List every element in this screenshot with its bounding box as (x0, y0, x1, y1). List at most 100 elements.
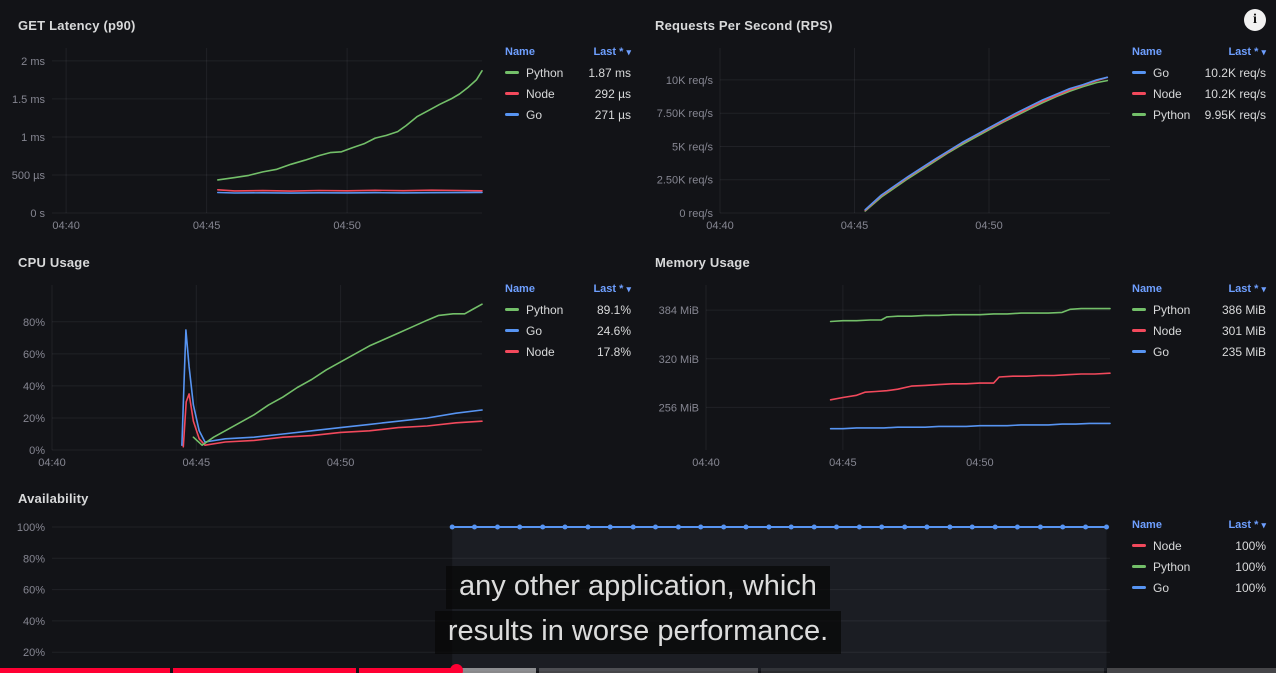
series-line-node (829, 372, 1111, 401)
series-name: Go (1153, 580, 1170, 595)
panel-title-availability[interactable]: Availability (18, 491, 89, 506)
series-marker-go (562, 524, 568, 530)
memory-usage-chart[interactable]: 256 MiB 320 MiB 384 MiB 04:40 04:45 04:50 (640, 275, 1120, 471)
legend-row-go[interactable]: Go 271 µs (505, 104, 631, 125)
panel-title-get-latency[interactable]: GET Latency (p90) (18, 18, 136, 33)
series-marker-go (879, 524, 885, 530)
legend-row-python[interactable]: Python 1.87 ms (505, 62, 631, 83)
info-icon[interactable]: i (1244, 9, 1266, 31)
legend-row-node[interactable]: Node 301 MiB (1132, 320, 1266, 341)
legend-row-python[interactable]: Python 386 MiB (1132, 299, 1266, 320)
x-tick-label: 04:40 (706, 220, 734, 232)
legend-col-name[interactable]: Name (1132, 283, 1162, 295)
series-line-python (192, 303, 483, 446)
x-tick-label: 04:45 (183, 457, 211, 469)
panel-title-memory-usage[interactable]: Memory Usage (655, 255, 750, 270)
series-line-python (829, 307, 1111, 323)
series-name: Node (526, 86, 555, 101)
panel-title-cpu-usage[interactable]: CPU Usage (18, 255, 90, 270)
series-marker-go (1104, 524, 1109, 530)
legend-row-go[interactable]: Go 235 MiB (1132, 341, 1266, 362)
series-last-value: 292 µs (594, 86, 631, 101)
series-name: Go (526, 323, 543, 338)
video-progress-bar[interactable] (0, 664, 1276, 673)
series-swatch (505, 92, 519, 95)
series-last-value: 9.95K req/s (1204, 107, 1266, 122)
series-marker-go (653, 524, 658, 530)
series-marker-go (947, 524, 953, 530)
series-last-value: 10.2K req/s (1204, 65, 1266, 80)
panel-get-latency: GET Latency (p90) 0 s 500 µs 1 ms 1.5 ms 2 m… (0, 0, 640, 237)
series-marker-go (924, 524, 930, 530)
legend-row-node[interactable]: Node 292 µs (505, 83, 631, 104)
legend-col-last[interactable]: Last * ▾ (593, 283, 631, 295)
legend-col-name[interactable]: Name (505, 283, 535, 295)
x-tick-label: 04:50 (327, 457, 355, 469)
legend-col-last[interactable]: Last * ▾ (1228, 46, 1266, 58)
legend-col-name[interactable]: Name (1132, 46, 1162, 58)
progress-segment-played[interactable] (359, 668, 451, 673)
series-swatch (1132, 113, 1146, 116)
series-last-value: 24.6% (596, 323, 631, 338)
y-tick-label: 500 µs (12, 170, 46, 182)
legend-col-last[interactable]: Last * ▾ (593, 46, 631, 58)
y-tick-label: 80% (23, 317, 45, 329)
legend-header[interactable]: Name Last * ▾ (505, 283, 631, 295)
playhead[interactable] (449, 664, 463, 673)
legend-col-name[interactable]: Name (505, 46, 535, 58)
series-marker-go (811, 524, 817, 530)
y-tick-label: 0% (29, 445, 45, 457)
legend-row-node[interactable]: Node 10.2K req/s (1132, 83, 1266, 104)
y-tick-label: 80% (23, 553, 45, 565)
x-tick-label: 04:40 (38, 457, 66, 469)
legend-row-node[interactable]: Node 100% (1132, 535, 1266, 556)
y-tick-label: 320 MiB (659, 354, 699, 366)
x-tick-label: 04:45 (193, 220, 221, 232)
legend-header[interactable]: Name Last * ▾ (1132, 283, 1266, 295)
x-tick-label: 04:50 (333, 220, 361, 232)
legend-row-python[interactable]: Python 9.95K req/s (1132, 104, 1266, 125)
series-name: Node (526, 344, 555, 359)
progress-segment-played[interactable] (173, 668, 356, 673)
legend-col-last[interactable]: Last * ▾ (1228, 283, 1266, 295)
legend-header[interactable]: Name Last * ▾ (1132, 519, 1266, 531)
legend-row-go[interactable]: Go 24.6% (505, 320, 631, 341)
availability-legend: Name Last * ▾ Node 100% Python 100% Go 100% (1132, 519, 1266, 598)
y-tick-label: 20% (23, 413, 45, 425)
progress-segment-played[interactable] (0, 668, 170, 673)
panel-availability: Availability 20% 40% 60% 80% 100% Name Last *… (0, 473, 1276, 673)
legend-row-python[interactable]: Python 89.1% (505, 299, 631, 320)
series-swatch (505, 329, 519, 332)
progress-segment-rest[interactable] (539, 668, 758, 673)
legend-row-python[interactable]: Python 100% (1132, 556, 1266, 577)
panel-title-rps[interactable]: Requests Per Second (RPS) (655, 18, 833, 33)
series-name: Go (1153, 65, 1170, 80)
availability-chart[interactable]: 20% 40% 60% 80% 100% (2, 508, 1122, 673)
legend-row-node[interactable]: Node 17.8% (505, 341, 631, 362)
series-marker-go (856, 524, 862, 530)
legend-col-last[interactable]: Last * ▾ (1228, 519, 1266, 531)
legend-col-name[interactable]: Name (1132, 519, 1162, 531)
rps-chart[interactable]: 0 req/s 2.50K req/s 5K req/s 7.50K req/s 10K… (640, 38, 1120, 234)
progress-segment-buffered[interactable] (451, 668, 536, 673)
series-name: Node (1153, 86, 1182, 101)
series-last-value: 17.8% (596, 344, 631, 359)
series-name: Python (1153, 107, 1191, 122)
series-swatch (1132, 329, 1146, 332)
cpu-usage-chart[interactable]: 0% 20% 40% 60% 80% 04:40 04:45 04:50 (2, 275, 490, 471)
progress-segment-dim[interactable] (761, 668, 1104, 673)
series-swatch (1132, 565, 1146, 568)
legend-row-go[interactable]: Go 10.2K req/s (1132, 62, 1266, 83)
get-latency-legend: Name Last * ▾ Python 1.87 ms Node 292 µs Go 271… (505, 46, 631, 125)
y-tick-label: 5K req/s (672, 142, 713, 154)
panel-cpu-usage: CPU Usage 0% 20% 40% 60% 80% 04:40 04:45 04:50 … (0, 237, 640, 473)
get-latency-chart[interactable]: 0 s 500 µs 1 ms 1.5 ms 2 ms 04:40 04:45 04:50 (2, 38, 490, 234)
x-tick-label: 04:50 (975, 220, 1003, 232)
progress-segment-rest[interactable] (1107, 668, 1276, 673)
x-tick-label: 04:45 (841, 220, 869, 232)
legend-row-go[interactable]: Go 100% (1132, 577, 1266, 598)
legend-header[interactable]: Name Last * ▾ (1132, 46, 1266, 58)
legend-header[interactable]: Name Last * ▾ (505, 46, 631, 58)
series-last-value: 235 MiB (1221, 344, 1266, 359)
x-tick-label: 04:50 (966, 457, 994, 469)
